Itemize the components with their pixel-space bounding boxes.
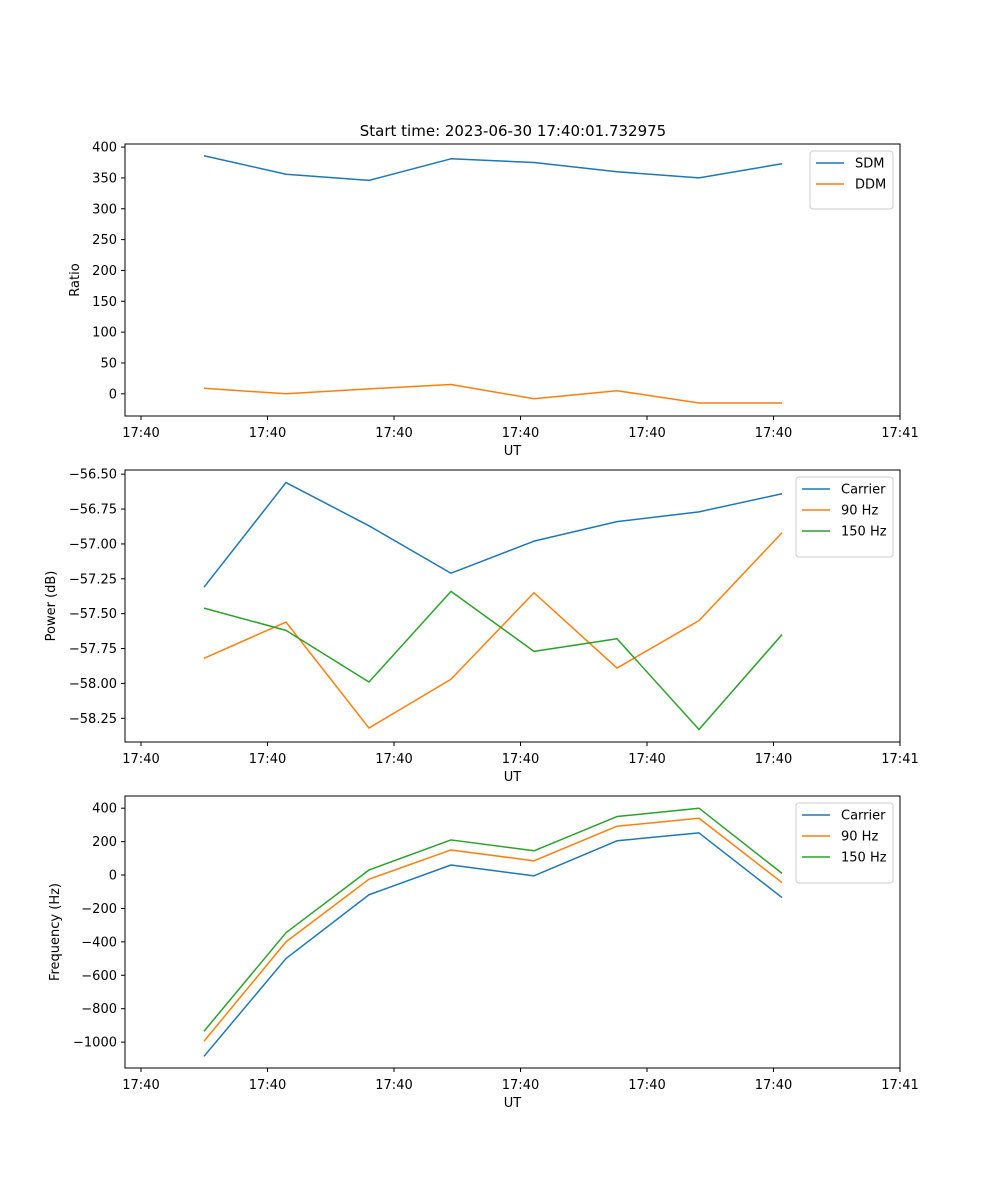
x-tick-label: 17:40 [122,426,159,441]
legend-box [809,150,894,210]
x-axis-label: UT [504,1096,522,1111]
axes-frame [124,469,901,743]
x-tick-label: 17:40 [628,1078,665,1093]
legend-label: SDM [855,157,884,172]
axes-frame [124,795,901,1069]
series-line-carrier [203,832,783,1057]
y-tick-label: −200 [81,902,117,917]
y-tick-label: −57.50 [69,607,117,622]
y-tick-label: −57.00 [69,537,117,552]
series-line-150-hz [203,807,783,1032]
y-tick-label: −56.50 [69,468,117,483]
y-tick-label: 400 [92,141,117,156]
x-tick-label: 17:41 [881,426,918,441]
legend-label: 90 Hz [841,504,878,519]
legend-label: 150 Hz [841,851,887,866]
y-tick-label: 0 [109,387,117,402]
x-tick-label: 17:40 [755,1078,792,1093]
legend-label: 90 Hz [841,830,878,845]
subplots: 17:40 17:40 17:40 17:40 17:40 17:40 17:41 0 50 10… [44,141,919,1111]
subplot-2: 17:40 17:40 17:40 17:40 17:40 17:40 17:41 −58.2… [44,468,919,785]
y-tick-label: −57.25 [69,572,117,587]
x-tick-label: 17:40 [502,426,539,441]
x-tick-label: 17:40 [249,1078,286,1093]
y-tick-label: −400 [81,935,117,950]
x-axis-label: UT [504,770,522,785]
x-tick-label: 17:40 [375,752,412,767]
x-tick-label: 17:40 [122,752,159,767]
y-tick-label: 200 [92,264,117,279]
x-tick-label: 17:41 [881,752,918,767]
x-tick-label: 17:40 [249,752,286,767]
legend: Carrier 90 Hz 150 Hz [795,476,894,558]
legend-box [795,476,894,558]
x-tick-label: 17:40 [249,426,286,441]
x-tick-label: 17:40 [502,752,539,767]
axes-frame [124,143,901,417]
y-tick-label: −800 [81,1002,117,1017]
y-tick-label: 300 [92,202,117,217]
series-line-ddm [203,383,782,404]
legend-label: DDM [855,178,886,193]
y-tick-label: 0 [109,869,117,884]
y-axis-label: Ratio [68,263,83,296]
subplot-1: 17:40 17:40 17:40 17:40 17:40 17:40 17:41 0 50 10… [68,141,919,459]
x-tick-label: 17:40 [755,426,792,441]
y-axis-label: Frequency (Hz) [48,883,63,981]
legend-label: Carrier [841,809,886,824]
x-tick-label: 17:40 [122,1078,159,1093]
series-line-90-hz [203,817,783,1042]
y-tick-label: −57.75 [69,642,117,657]
y-tick-label: 350 [92,171,117,186]
x-axis-label: UT [504,444,522,459]
series-line-sdm [203,154,783,182]
x-tick-label: 17:40 [755,752,792,767]
x-tick-label: 17:41 [881,1078,918,1093]
y-tick-label: −58.25 [69,712,117,727]
y-tick-label: 150 [92,295,117,310]
x-tick-label: 17:40 [375,1078,412,1093]
series-line-carrier [203,481,783,588]
legend: SDM DDM [809,150,894,210]
x-tick-label: 17:40 [628,426,665,441]
legend-box [795,802,894,884]
legend-label: Carrier [841,483,886,498]
y-tick-label: −56.75 [69,503,117,518]
legend: Carrier 90 Hz 150 Hz [795,802,894,884]
y-tick-label: −1000 [73,1036,117,1051]
subplot-3: 17:40 17:40 17:40 17:40 17:40 17:40 17:41 −1000… [48,795,919,1111]
figure-title: Start time: 2023-06-30 17:40:01.732975 [360,122,666,140]
y-tick-label: 50 [100,356,117,371]
x-tick-label: 17:40 [375,426,412,441]
y-tick-label: −600 [81,969,117,984]
series-line-150-hz [203,590,783,731]
y-tick-label: 400 [92,802,117,817]
y-tick-label: 100 [92,326,117,341]
y-tick-label: −58.00 [69,677,117,692]
y-tick-label: 250 [92,233,117,248]
x-tick-label: 17:40 [628,752,665,767]
legend-label: 150 Hz [841,525,887,540]
y-tick-label: 200 [92,835,117,850]
y-axis-label: Power (dB) [44,571,59,642]
x-tick-label: 17:40 [502,1078,539,1093]
